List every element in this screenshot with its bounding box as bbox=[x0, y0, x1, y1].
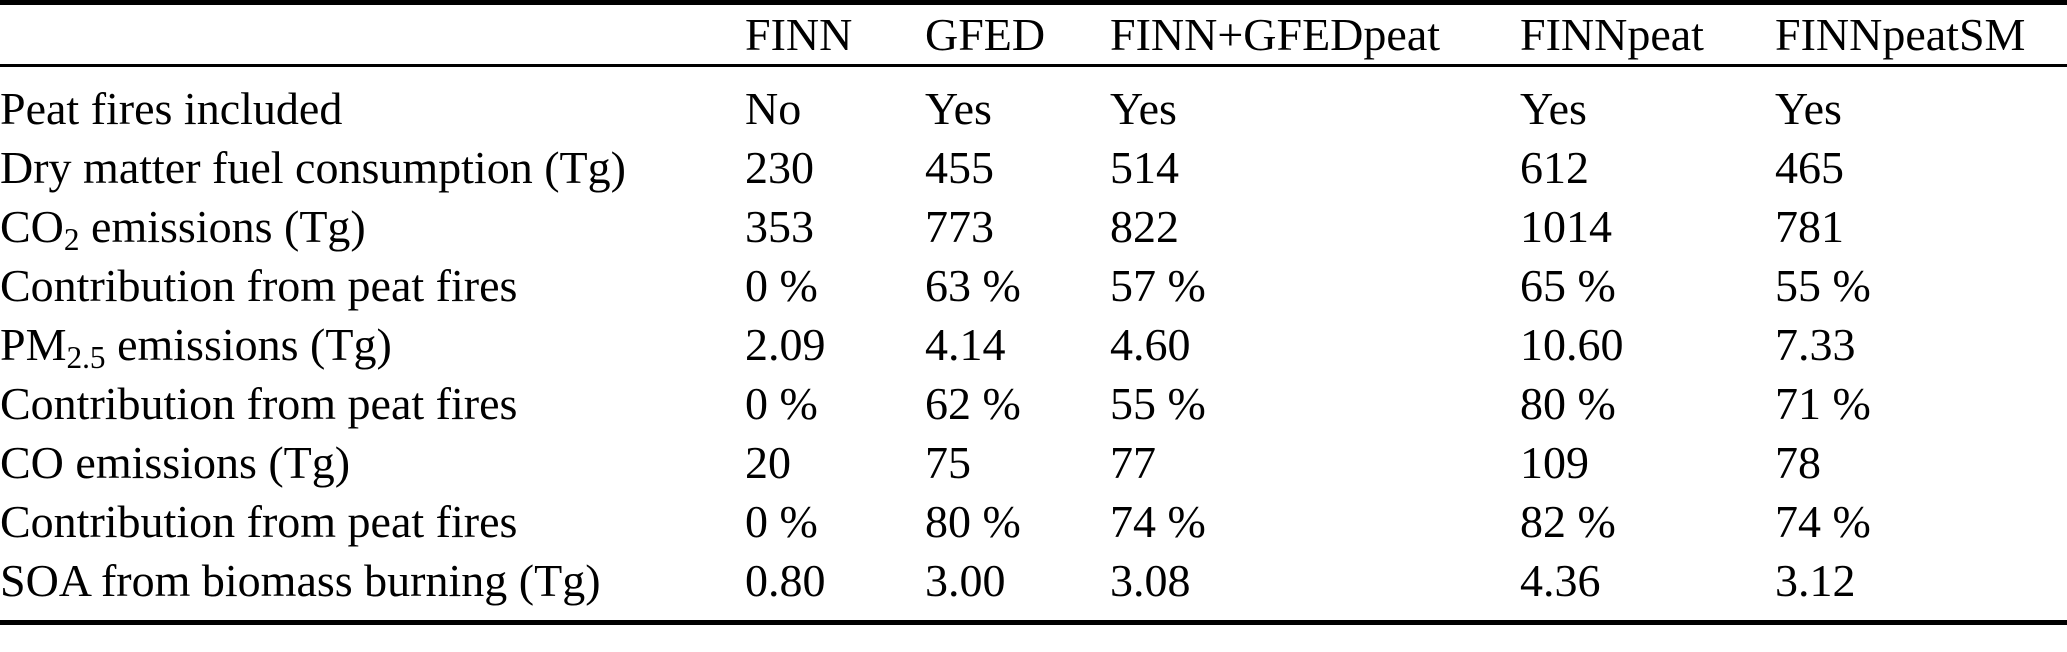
column-header-finn: FINN bbox=[745, 2, 925, 67]
column-header-finnpeat: FINNpeat bbox=[1520, 2, 1775, 67]
table-row: Contribution from peat fires 0 % 62 % 55 % 8… bbox=[0, 374, 2067, 433]
table-cell: 10.60 bbox=[1520, 319, 1624, 370]
table-cell: 4.36 bbox=[1520, 555, 1601, 606]
table-row: CO emissions (Tg) 20 75 77 109 78 bbox=[0, 433, 2067, 492]
table-cell: No bbox=[745, 83, 802, 134]
row-label-text: emissions (Tg) bbox=[79, 201, 366, 252]
header-row: FINN GFED FINN+GFEDpeat FINNpeat FINNpea… bbox=[0, 2, 2067, 67]
table-cell: 74 % bbox=[1110, 496, 1206, 547]
table-cell: 4.60 bbox=[1110, 319, 1191, 370]
table-cell: 2.09 bbox=[745, 319, 826, 370]
table-cell: 77 bbox=[1110, 437, 1156, 488]
table-row: Dry matter fuel consumption (Tg) 230 455 51… bbox=[0, 138, 2067, 197]
table-cell: 63 % bbox=[925, 260, 1021, 311]
table-row: PM2.5 emissions (Tg) 2.09 4.14 4.60 10.60 7.3… bbox=[0, 315, 2067, 374]
table-cell: 230 bbox=[745, 142, 814, 193]
table-cell: 78 bbox=[1775, 437, 1821, 488]
table-cell: 109 bbox=[1520, 437, 1589, 488]
row-label-subscript: 2.5 bbox=[66, 339, 106, 374]
table-cell: 0.80 bbox=[745, 555, 826, 606]
table-cell: 80 % bbox=[925, 496, 1021, 547]
table-cell: 7.33 bbox=[1775, 319, 1856, 370]
column-header-finnpeatsm: FINNpeatSM bbox=[1775, 2, 2067, 67]
row-label: SOA from biomass burning (Tg) bbox=[0, 551, 745, 623]
row-label-text: emissions (Tg) bbox=[105, 319, 392, 370]
table-cell: 57 % bbox=[1110, 260, 1206, 311]
row-label: Contribution from peat fires bbox=[0, 374, 745, 433]
table-cell: 82 % bbox=[1520, 496, 1616, 547]
column-header-gfed: GFED bbox=[925, 2, 1110, 67]
column-header-finn-gfedpeat: FINN+GFEDpeat bbox=[1110, 2, 1520, 67]
table-cell: Yes bbox=[925, 83, 992, 134]
table-cell: 20 bbox=[745, 437, 791, 488]
row-label: Contribution from peat fires bbox=[0, 256, 745, 315]
table-cell: 1014 bbox=[1520, 201, 1612, 252]
table-cell: Yes bbox=[1775, 83, 1842, 134]
table-cell: 773 bbox=[925, 201, 994, 252]
row-label-text: PM bbox=[0, 319, 67, 370]
row-label-text: SOA from biomass burning (Tg) bbox=[0, 555, 601, 606]
table-cell: 4.14 bbox=[925, 319, 1006, 370]
row-label-text: Contribution from peat fires bbox=[0, 260, 518, 311]
table-body: Peat fires included No Yes Yes Yes Yes Dry mat… bbox=[0, 66, 2067, 623]
table-row: CO2 emissions (Tg) 353 773 822 1014 781 bbox=[0, 197, 2067, 256]
table-cell: 65 % bbox=[1520, 260, 1616, 311]
table-cell: 822 bbox=[1110, 201, 1179, 252]
table-cell: 80 % bbox=[1520, 378, 1616, 429]
row-label: Dry matter fuel consumption (Tg) bbox=[0, 138, 745, 197]
row-label-text: CO emissions (Tg) bbox=[0, 437, 351, 488]
table-cell: 781 bbox=[1775, 201, 1844, 252]
table-cell: 62 % bbox=[925, 378, 1021, 429]
table-row: Contribution from peat fires 0 % 80 % 74 % 8… bbox=[0, 492, 2067, 551]
row-label: CO2 emissions (Tg) bbox=[0, 197, 745, 256]
table-row: Contribution from peat fires 0 % 63 % 57 % 6… bbox=[0, 256, 2067, 315]
table-header: FINN GFED FINN+GFEDpeat FINNpeat FINNpea… bbox=[0, 2, 2067, 67]
row-label-text: Dry matter fuel consumption (Tg) bbox=[0, 142, 626, 193]
row-label-text: Contribution from peat fires bbox=[0, 496, 518, 547]
row-label-subscript: 2 bbox=[63, 221, 80, 256]
table-cell: 0 % bbox=[745, 378, 818, 429]
table-cell: Yes bbox=[1520, 83, 1587, 134]
table-row: SOA from biomass burning (Tg) 0.80 3.00 3.0… bbox=[0, 551, 2067, 623]
row-label-text: Peat fires included bbox=[0, 83, 343, 134]
table-cell: Yes bbox=[1110, 83, 1177, 134]
table-cell: 3.12 bbox=[1775, 555, 1856, 606]
table-cell: 3.08 bbox=[1110, 555, 1191, 606]
table-cell: 353 bbox=[745, 201, 814, 252]
table-cell: 514 bbox=[1110, 142, 1179, 193]
row-label: Contribution from peat fires bbox=[0, 492, 745, 551]
column-header-empty bbox=[0, 2, 745, 67]
table-cell: 55 % bbox=[1775, 260, 1871, 311]
row-label: Peat fires included bbox=[0, 66, 745, 139]
row-label-text: Contribution from peat fires bbox=[0, 378, 518, 429]
table-cell: 465 bbox=[1775, 142, 1844, 193]
row-label: PM2.5 emissions (Tg) bbox=[0, 315, 745, 374]
table-row: Peat fires included No Yes Yes Yes Yes bbox=[0, 66, 2067, 139]
table-cell: 3.00 bbox=[925, 555, 1006, 606]
table-cell: 75 bbox=[925, 437, 971, 488]
table-cell: 55 % bbox=[1110, 378, 1206, 429]
table-cell: 612 bbox=[1520, 142, 1589, 193]
table-cell: 0 % bbox=[745, 496, 818, 547]
table-cell: 455 bbox=[925, 142, 994, 193]
emissions-comparison-table: FINN GFED FINN+GFEDpeat FINNpeat FINNpea… bbox=[0, 0, 2067, 625]
table-cell: 74 % bbox=[1775, 496, 1871, 547]
table-cell: 0 % bbox=[745, 260, 818, 311]
row-label-text: CO bbox=[0, 201, 64, 252]
table-cell: 71 % bbox=[1775, 378, 1871, 429]
row-label: CO emissions (Tg) bbox=[0, 433, 745, 492]
